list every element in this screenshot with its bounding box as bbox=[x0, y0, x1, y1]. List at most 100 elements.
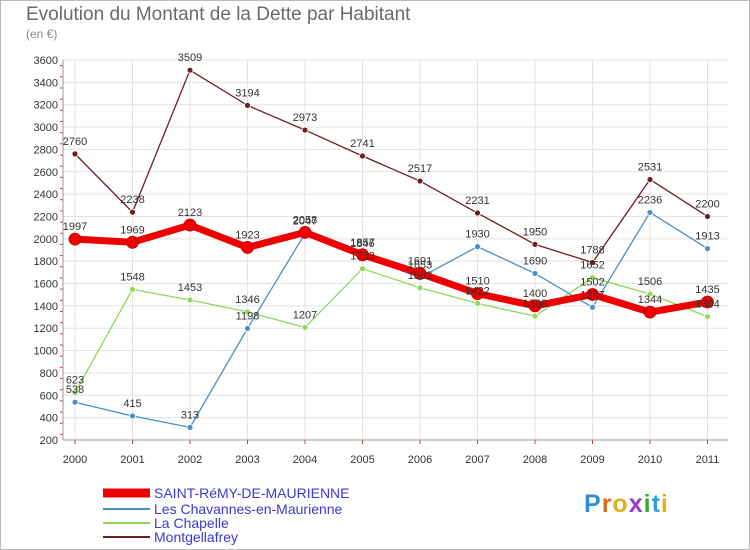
logo-letter: o bbox=[612, 490, 629, 518]
data-labels: 1997 1969 2123 1923 2058 1857 1691 1510 1400 1502… bbox=[63, 52, 720, 421]
x-tick-label: 2006 bbox=[408, 454, 432, 466]
x-tick-label: 2005 bbox=[350, 454, 374, 466]
data-point bbox=[241, 241, 254, 254]
data-point bbox=[528, 299, 542, 313]
data-point bbox=[129, 285, 136, 293]
y-tick-label: 2600 bbox=[34, 167, 58, 179]
logo-letter: r bbox=[601, 490, 613, 518]
logo-letter: i bbox=[643, 490, 652, 518]
data-point bbox=[244, 325, 251, 332]
data-label: 1691 bbox=[408, 255, 432, 267]
logo-letter: t bbox=[651, 490, 661, 518]
data-point bbox=[646, 209, 654, 216]
data-label: 2531 bbox=[638, 161, 662, 173]
data-point bbox=[186, 66, 194, 74]
data-point bbox=[129, 208, 136, 216]
data-point bbox=[356, 248, 369, 262]
series-lines bbox=[68, 66, 714, 431]
data-label: 538 bbox=[66, 384, 84, 396]
plot-area bbox=[63, 60, 728, 440]
data-label: 2058 bbox=[293, 214, 317, 226]
data-label: 1930 bbox=[465, 229, 489, 241]
data-point bbox=[586, 288, 599, 301]
data-label: 1997 bbox=[63, 221, 87, 233]
data-label: 2238 bbox=[120, 194, 144, 206]
logo-letter: i bbox=[660, 490, 669, 518]
y-tick-label: 1400 bbox=[34, 301, 58, 313]
x-tick-label: 2009 bbox=[580, 454, 604, 466]
data-label: 1198 bbox=[236, 310, 260, 322]
data-point bbox=[646, 176, 654, 183]
data-point bbox=[416, 284, 424, 292]
data-point bbox=[359, 152, 366, 160]
y-tick-label: 2000 bbox=[34, 234, 58, 246]
data-point bbox=[531, 270, 539, 277]
data-point bbox=[183, 218, 197, 232]
data-label: 1846 bbox=[350, 238, 374, 250]
data-label: 2231 bbox=[465, 195, 489, 207]
data-point bbox=[359, 265, 366, 273]
y-tick-label: 3600 bbox=[34, 55, 58, 67]
data-label: 1950 bbox=[523, 226, 547, 238]
y-tick-label: 2200 bbox=[34, 211, 58, 223]
y-tick-label: 1200 bbox=[34, 323, 58, 335]
data-label: 1857 bbox=[350, 237, 374, 249]
data-label: 1207 bbox=[293, 309, 317, 321]
data-label: 1304 bbox=[695, 299, 719, 311]
data-point bbox=[474, 243, 481, 251]
data-label: 1653 bbox=[408, 260, 432, 272]
y-tick-label: 2400 bbox=[34, 189, 58, 201]
data-point bbox=[531, 312, 539, 320]
x-tick-label: 2000 bbox=[63, 454, 87, 466]
data-label: 1400 bbox=[523, 288, 547, 300]
data-point bbox=[474, 209, 481, 217]
x-tick-label: 2008 bbox=[523, 454, 547, 466]
data-point bbox=[531, 241, 539, 248]
data-label: 2741 bbox=[350, 138, 374, 150]
data-label: 623 bbox=[66, 375, 84, 387]
data-point bbox=[68, 232, 82, 246]
data-label: 2200 bbox=[695, 198, 719, 210]
legend-label: Montgellafrey bbox=[154, 529, 238, 545]
data-label: 1690 bbox=[523, 255, 547, 267]
data-label: 1923 bbox=[235, 229, 259, 241]
data-point bbox=[301, 324, 309, 331]
data-label: 1387 bbox=[580, 289, 604, 301]
data-label: 1510 bbox=[465, 276, 489, 288]
x-tick-label: 2011 bbox=[696, 454, 720, 466]
data-label: 2517 bbox=[408, 163, 432, 175]
data-label: 1453 bbox=[178, 282, 202, 294]
data-point bbox=[474, 300, 481, 307]
data-point bbox=[71, 150, 79, 158]
data-point bbox=[71, 389, 79, 397]
data-label: 2047 bbox=[293, 216, 317, 228]
data-label: 1788 bbox=[580, 245, 604, 257]
data-label: 1913 bbox=[695, 231, 719, 243]
data-point bbox=[471, 287, 484, 300]
data-label: 415 bbox=[123, 398, 141, 410]
y-tick-label: 800 bbox=[40, 368, 58, 380]
y-tick-label: 1600 bbox=[34, 279, 58, 291]
y-tick-label: 400 bbox=[40, 413, 58, 425]
y-tick-label: 2800 bbox=[34, 144, 58, 156]
legend-label: SAINT-RéMY-DE-MAURIENNE bbox=[154, 485, 350, 501]
data-point bbox=[126, 235, 139, 249]
logo-letter: P bbox=[584, 490, 602, 518]
data-label: 1733 bbox=[350, 251, 374, 263]
data-point bbox=[589, 274, 596, 282]
series-line bbox=[74, 69, 708, 264]
chart-title: Evolution du Montant de la Dette par Hab… bbox=[26, 4, 411, 25]
data-label: 2236 bbox=[638, 194, 662, 206]
data-label: 1308 bbox=[523, 298, 547, 310]
data-label: 1346 bbox=[235, 294, 259, 306]
data-point bbox=[298, 225, 312, 239]
data-label: 2123 bbox=[178, 207, 202, 219]
data-point bbox=[71, 398, 79, 406]
series-1 bbox=[68, 218, 714, 319]
data-point bbox=[646, 290, 654, 298]
y-tick-label: 3200 bbox=[34, 100, 58, 112]
data-label: 1502 bbox=[580, 276, 604, 288]
data-label: 1435 bbox=[695, 284, 719, 296]
